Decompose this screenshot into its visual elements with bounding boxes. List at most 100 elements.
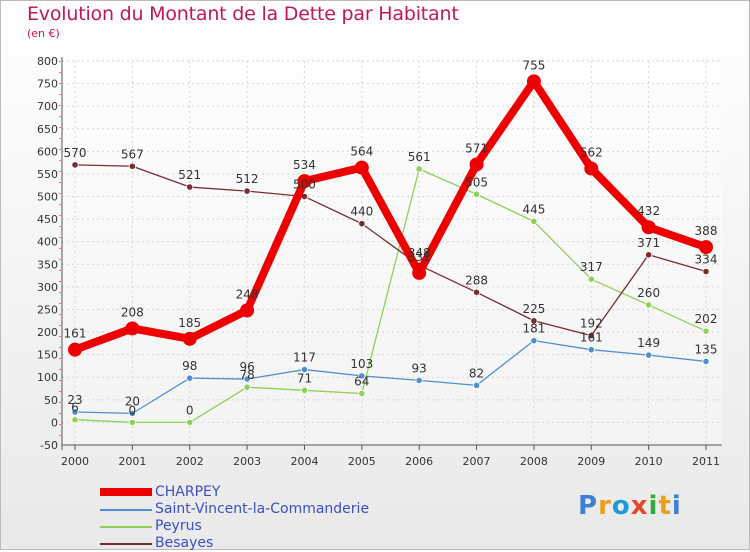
data-label-1: 78 [239,368,254,382]
y-tick-label: 500 [37,191,58,204]
data-label-0: 82 [469,366,484,380]
data-point-0 [358,372,366,380]
data-label-3: 534 [293,158,316,172]
y-tick-label: 0 [51,416,58,429]
series-line-2 [74,164,707,337]
data-label-0: 93 [412,361,427,375]
y-tick-label: 750 [37,78,58,91]
data-label-0: 96 [239,360,254,374]
data-point-1 [300,386,309,394]
proxiti-logo: Proxiti [578,491,682,521]
data-point-3 [584,161,599,176]
x-tick-label: 2002 [176,455,204,468]
data-point-1 [472,190,481,198]
y-tick-label: 50 [44,394,58,407]
data-label-1: 0 [129,403,137,417]
x-tick-label: 2000 [61,455,89,468]
legend-label-peyrus: Peyrus [155,518,202,534]
y-tick-label: 100 [37,371,58,384]
legend-swatch-charpey [100,488,152,496]
plot-area [62,61,722,445]
data-label-3: 248 [236,287,259,301]
legend-swatch-saint-vincent [100,509,152,511]
data-point-3 [526,74,541,89]
data-label-3: 388 [695,224,718,238]
y-tick-label: 450 [37,213,58,226]
data-point-0 [472,381,481,389]
y-tick-label: 300 [37,281,58,294]
data-point-3 [125,321,140,336]
data-point-0 [587,346,595,354]
data-point-3 [68,342,82,357]
data-label-0: 103 [350,357,373,371]
data-point-0 [645,351,653,359]
data-point-2 [530,317,538,325]
data-label-0: 20 [125,394,140,408]
data-point-0 [243,375,251,383]
x-tick-label: 2007 [463,455,491,468]
data-point-3 [297,174,312,189]
data-label-1: 6 [71,401,79,415]
data-point-0 [71,408,79,416]
data-label-2: 512 [236,172,259,186]
data-point-1 [358,389,366,398]
y-tick-label: 400 [37,236,58,249]
data-point-2 [128,162,136,170]
data-point-1 [243,383,251,391]
data-label-0: 181 [522,322,545,336]
logo-letter: t [658,491,672,521]
series-line-3 [71,77,710,354]
data-label-2: 371 [637,236,660,250]
x-tick-label: 2001 [118,455,146,468]
logo-letter: r [598,491,612,521]
data-point-0 [530,337,538,345]
data-label-2: 334 [695,253,718,267]
data-point-3 [412,265,427,280]
y-tick-label: -50 [40,439,58,452]
series-line-0 [74,339,707,415]
data-label-0: 23 [67,393,82,407]
data-point-1 [530,217,538,225]
chart-subtitle: (en €) [27,27,60,40]
logo-letter: o [611,491,631,521]
chart-title: Evolution du Montant de la Dette par Hab… [27,3,459,25]
y-tick-label: 350 [37,258,58,271]
data-point-2 [472,288,481,296]
data-point-2 [358,220,366,228]
x-tick-label: 2011 [692,455,720,468]
y-tick-label: 800 [37,55,58,68]
legend-label-saint-vincent: Saint-Vincent-la-Commanderie [155,501,370,517]
data-point-3 [699,240,713,255]
y-tick-label: 700 [37,100,58,113]
data-point-0 [702,357,710,366]
data-label-2: 348 [408,246,431,260]
logo-letter: P [578,491,599,521]
y-tick-label: 550 [37,168,58,181]
data-point-2 [71,161,79,169]
legend-label-charpey: CHARPEY [155,484,221,500]
data-label-0: 98 [182,359,197,373]
data-label-0: 161 [580,331,603,345]
data-point-3 [641,220,656,235]
data-label-2: 570 [64,146,87,160]
data-label-1: 317 [580,260,603,274]
data-point-1 [587,275,595,283]
data-label-3: 564 [350,145,373,159]
x-tick-label: 2009 [577,455,605,468]
data-point-1 [415,165,423,173]
data-label-2: 440 [350,205,373,219]
x-tick-label: 2006 [405,455,433,468]
data-label-2: 225 [522,302,545,316]
x-tick-label: 2005 [348,455,376,468]
y-tick-label: 600 [37,145,58,158]
data-point-1 [186,418,194,427]
legend-swatch-besayes [100,543,152,545]
y-tick-label: 250 [37,303,58,316]
data-point-1 [645,301,653,309]
data-point-2 [702,267,710,276]
logo-letter: i [671,491,682,521]
data-label-3: 562 [580,146,603,160]
x-tick-label: 2010 [635,455,663,468]
data-label-0: 149 [637,336,660,350]
